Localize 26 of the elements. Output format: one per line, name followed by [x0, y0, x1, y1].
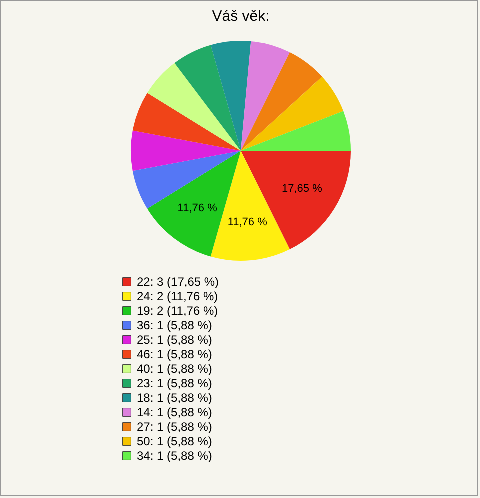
pie-slice — [241, 111, 351, 151]
legend-label: 34: 1 (5,88 %) — [137, 449, 212, 463]
pie-slice — [174, 45, 241, 151]
legend-label: 27: 1 (5,88 %) — [137, 420, 212, 434]
legend-label: 22: 3 (17,65 %) — [137, 275, 220, 289]
data-label: 11,76 % — [178, 202, 218, 214]
pie-slice — [131, 130, 241, 172]
legend-label: 19: 2 (11,76 %) — [137, 304, 218, 318]
legend-label: 23: 1 (5,88 %) — [137, 376, 212, 390]
data-label: 11,76 % — [228, 216, 268, 229]
pie-slice — [241, 52, 322, 151]
pie-slice — [132, 93, 241, 151]
legend-label: 46: 1 (5,88 %) — [137, 348, 212, 362]
chart-title: Váš věk: — [212, 8, 270, 25]
legend-label: 14: 1 (5,88 %) — [137, 406, 212, 420]
data-label: 17,65 % — [282, 182, 323, 195]
pie-slice — [210, 41, 252, 151]
legend-label: 40: 1 (5,88 %) — [137, 362, 212, 376]
legend-label: 36: 1 (5,88 %) — [137, 318, 212, 332]
pie-slice — [147, 63, 241, 151]
legend-label: 24: 2 (11,76 %) — [137, 290, 218, 304]
legend-label: 50: 1 (5,88 %) — [137, 434, 212, 448]
legend-label: 18: 1 (5,88 %) — [137, 391, 212, 405]
pie-slice — [241, 41, 290, 151]
pie-slice — [241, 76, 344, 151]
legend-label: 25: 1 (5,88 %) — [137, 333, 212, 347]
